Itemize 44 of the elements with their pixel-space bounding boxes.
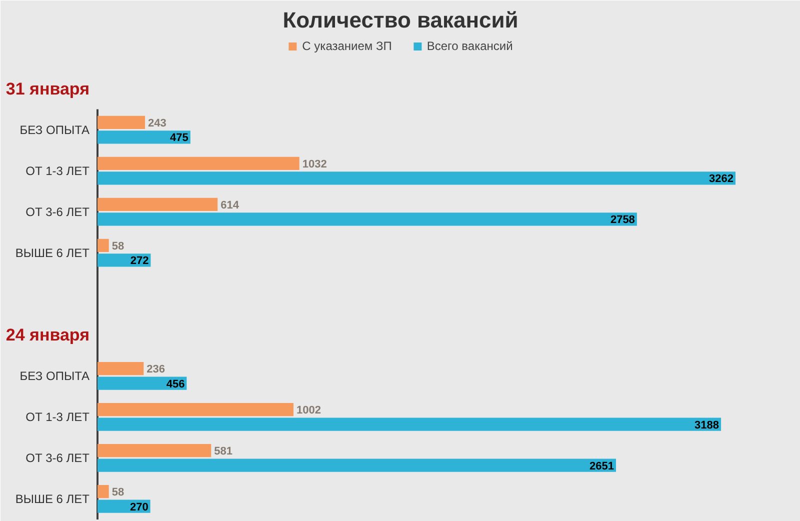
data-label: 581: [214, 446, 232, 458]
bar: [98, 130, 190, 144]
y-tick-label: 31 января: [6, 79, 90, 98]
data-label: 614: [220, 199, 240, 212]
bar: [98, 362, 144, 376]
bar: [98, 376, 187, 390]
data-label: 1002: [296, 404, 321, 417]
bar: [98, 484, 109, 498]
data-label: 2651: [590, 460, 614, 472]
y-tick-label: ВЫШЕ 6 ЛЕТ: [15, 492, 90, 506]
data-label: 475: [170, 132, 188, 144]
bar: [98, 116, 146, 129]
y-tick-label: ОТ 3-6 ЛЕТ: [26, 450, 90, 465]
data-label: 2758: [610, 214, 635, 226]
bar: [98, 238, 109, 252]
data-label: 272: [130, 255, 149, 268]
bar: [98, 172, 736, 185]
bar: [98, 418, 722, 431]
y-tick-label: ВЫШЕ 6 ЛЕТ: [15, 246, 90, 260]
data-label: 456: [166, 378, 185, 390]
y-tick-label: БЕЗ ОПЫТА: [20, 368, 90, 383]
data-label: 3262: [709, 173, 734, 186]
y-tick-label: 24 января: [6, 325, 90, 344]
data-label: 236: [146, 364, 166, 376]
legend-label: Всего вакансий: [426, 39, 513, 53]
chart-title: Количество вакансий: [282, 8, 518, 32]
data-label: 243: [148, 117, 166, 130]
bar: [98, 458, 616, 472]
data-label: 270: [130, 501, 148, 514]
bar: [98, 254, 151, 267]
y-tick-label: ОТ 3-6 ЛЕТ: [26, 204, 90, 219]
bar: [98, 402, 294, 416]
bar: [98, 444, 212, 458]
y-tick-label: БЕЗ ОПЫТА: [20, 122, 90, 137]
bar: [98, 212, 637, 226]
data-label: 58: [112, 486, 124, 499]
legend-label: С указанием ЗП: [302, 39, 392, 53]
bar: [98, 156, 300, 170]
bar: [98, 198, 218, 211]
y-tick-label: ОТ 1-3 ЛЕТ: [26, 410, 90, 424]
data-label: 3188: [694, 419, 720, 432]
y-tick-label: ОТ 1-3 ЛЕТ: [26, 164, 90, 178]
data-label: 1032: [302, 158, 327, 170]
data-label: 58: [112, 240, 124, 252]
